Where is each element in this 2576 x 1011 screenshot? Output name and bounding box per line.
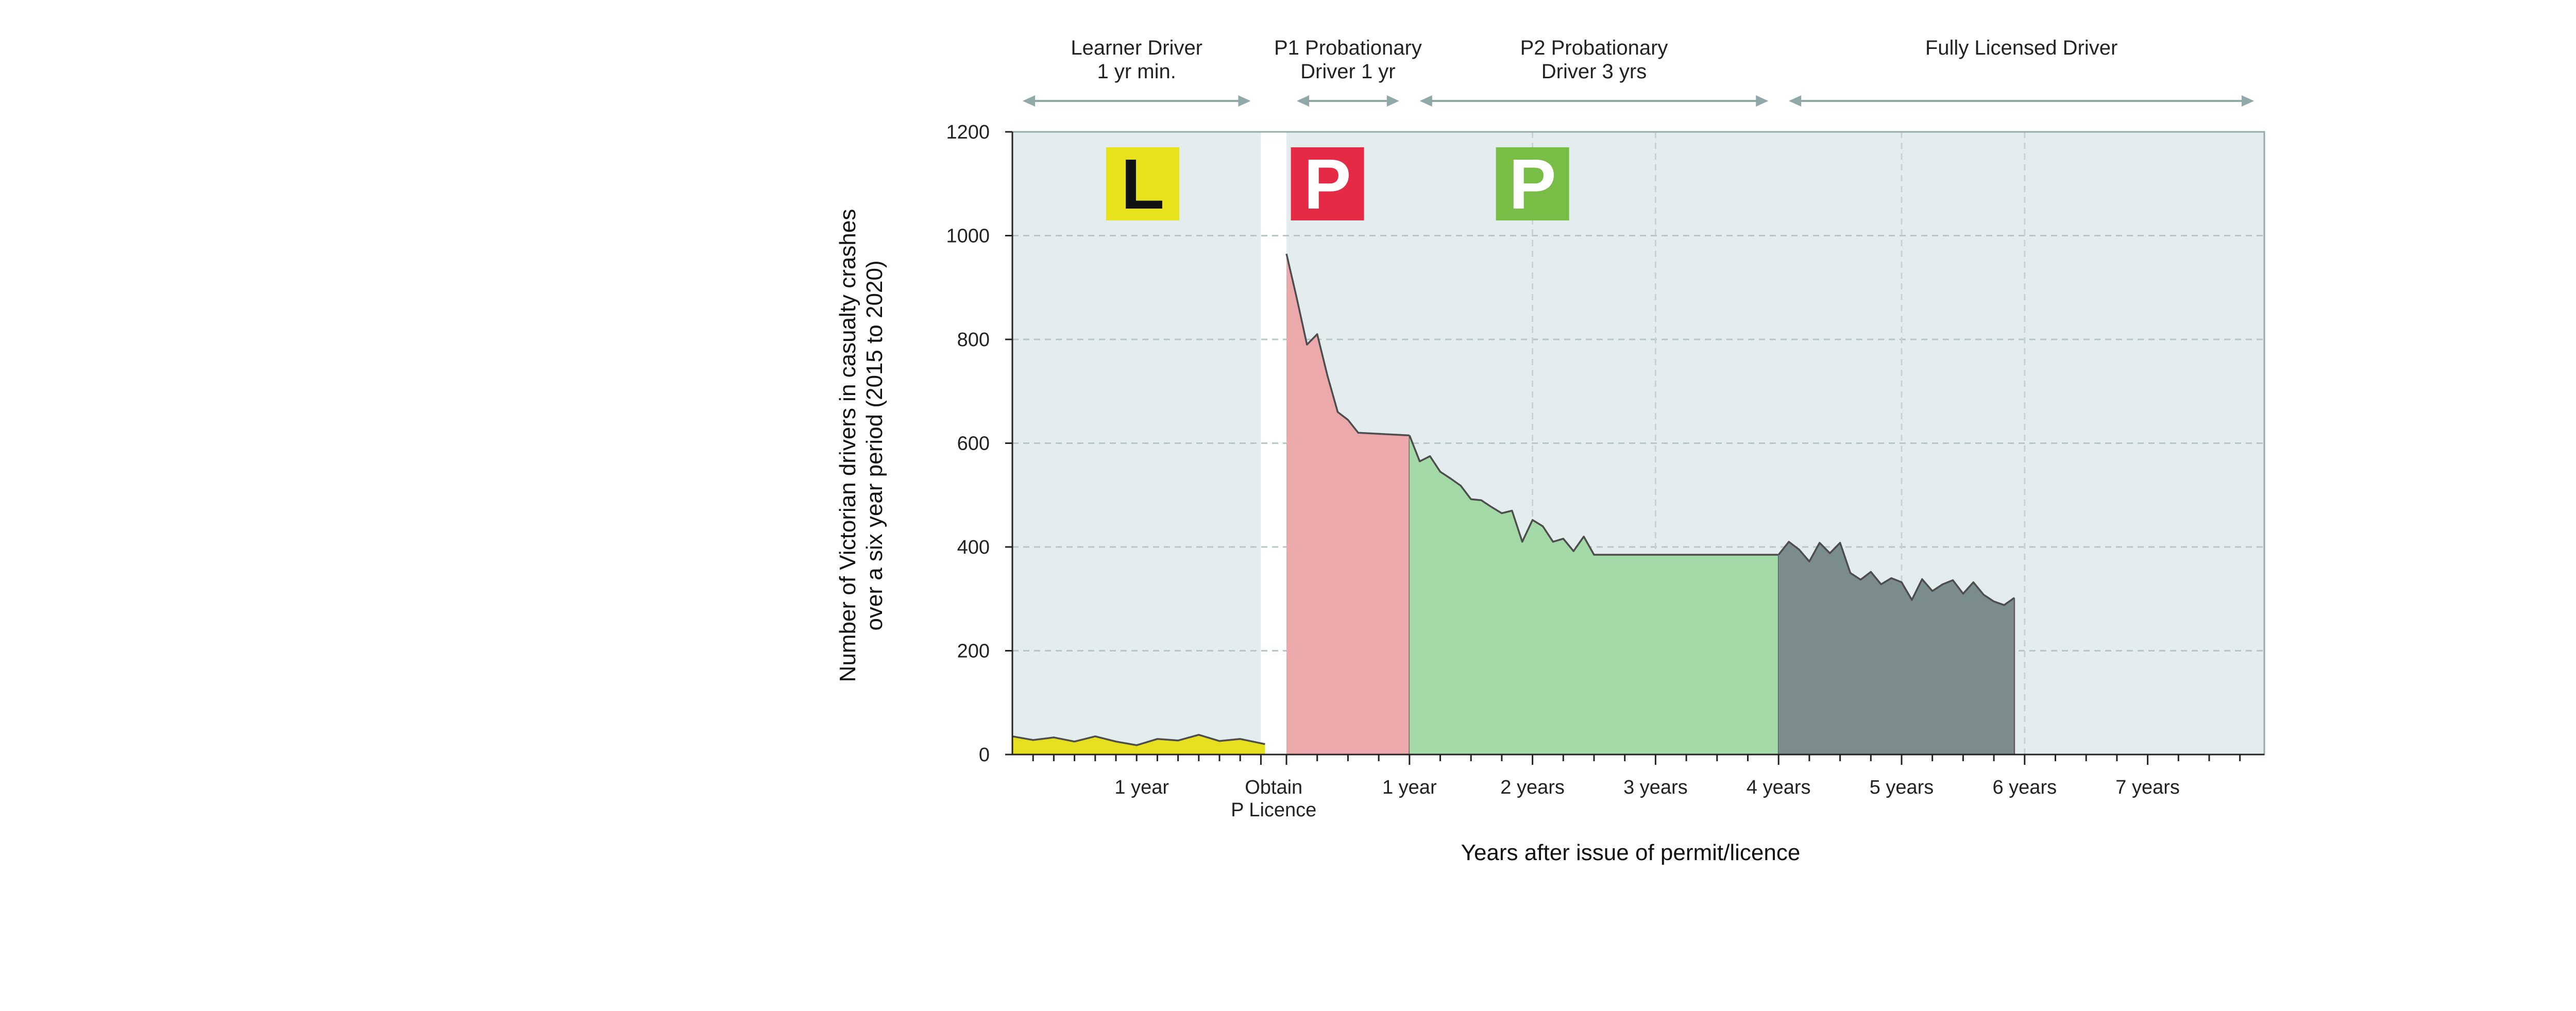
x-tick-label: 2 years bbox=[1500, 777, 1565, 798]
stage-arrowhead-left bbox=[1023, 95, 1035, 107]
stage-arrowhead-right bbox=[2242, 95, 2254, 107]
y-axis-title-line2: over a six year period (2015 to 2020) bbox=[862, 260, 887, 630]
gridlines bbox=[1012, 132, 2264, 755]
x-tick-label: 1 year bbox=[1114, 777, 1169, 798]
stage-badge-letter: P bbox=[1509, 145, 1556, 224]
stage-arrowhead-right bbox=[1756, 95, 1769, 107]
x-axis-title: Years after issue of permit/licence bbox=[1461, 840, 1801, 865]
y-tick-label: 200 bbox=[957, 641, 990, 662]
line-p2 bbox=[1409, 435, 1779, 556]
x-tick-label: 1 year bbox=[1382, 777, 1437, 798]
y-tick-label: 400 bbox=[957, 537, 990, 558]
stage-header-line2: Driver 3 yrs bbox=[1541, 60, 1647, 83]
stage-header-line1: Fully Licensed Driver bbox=[1925, 37, 2117, 59]
x-tick-label: 4 years bbox=[1747, 777, 1811, 798]
x-tick-label: 3 years bbox=[1623, 777, 1688, 798]
stage-header-line1: P2 Probationary bbox=[1520, 37, 1668, 59]
series-areas bbox=[1011, 131, 2265, 756]
y-tick-label: 1000 bbox=[946, 226, 990, 247]
stage-arrowhead-right bbox=[1238, 95, 1251, 107]
stage-arrowhead-right bbox=[1386, 95, 1399, 107]
y-axis-title-line1: Number of Victorian drivers in casualty … bbox=[835, 209, 860, 682]
y-tick-label: 0 bbox=[979, 744, 990, 766]
x-tick-label-obtain: P Licence bbox=[1231, 799, 1316, 821]
stage-badge-1 bbox=[1291, 147, 1364, 220]
x-tick-label: 5 years bbox=[1870, 777, 1934, 798]
stage-arrowhead-left bbox=[1419, 95, 1432, 107]
y-tick-label: 1200 bbox=[946, 122, 990, 143]
stage-badge-letter: P bbox=[1304, 145, 1351, 224]
stage-header-line1: Learner Driver bbox=[1071, 37, 1202, 59]
stage-arrowhead-left bbox=[1297, 95, 1309, 107]
stage-badge-0 bbox=[1106, 147, 1179, 220]
line-p1 bbox=[1285, 253, 1410, 437]
stage-arrowhead-left bbox=[1789, 95, 1802, 107]
stage-badge-letter: L bbox=[1121, 145, 1164, 224]
stage-header-line1: P1 Probationary bbox=[1274, 37, 1422, 59]
area-p1 bbox=[1286, 253, 1410, 755]
stage-header-line2: 1 yr min. bbox=[1097, 60, 1176, 83]
x-tick-label: 6 years bbox=[1992, 777, 2057, 798]
area-full bbox=[1778, 541, 2014, 755]
y-axis-title: Number of Victorian drivers in casualty … bbox=[835, 209, 887, 682]
stage-header-line2: Driver 1 yr bbox=[1300, 60, 1395, 83]
area-p2 bbox=[1409, 435, 1779, 755]
x-tick-label: 7 years bbox=[2115, 777, 2180, 798]
line-full bbox=[1777, 541, 2015, 606]
y-tick-label: 600 bbox=[957, 433, 990, 455]
x-tick-label-obtain: Obtain bbox=[1245, 777, 1302, 798]
line-learner bbox=[1012, 733, 1265, 746]
stage-badge-2 bbox=[1496, 147, 1569, 220]
y-tick-label: 800 bbox=[957, 329, 990, 351]
